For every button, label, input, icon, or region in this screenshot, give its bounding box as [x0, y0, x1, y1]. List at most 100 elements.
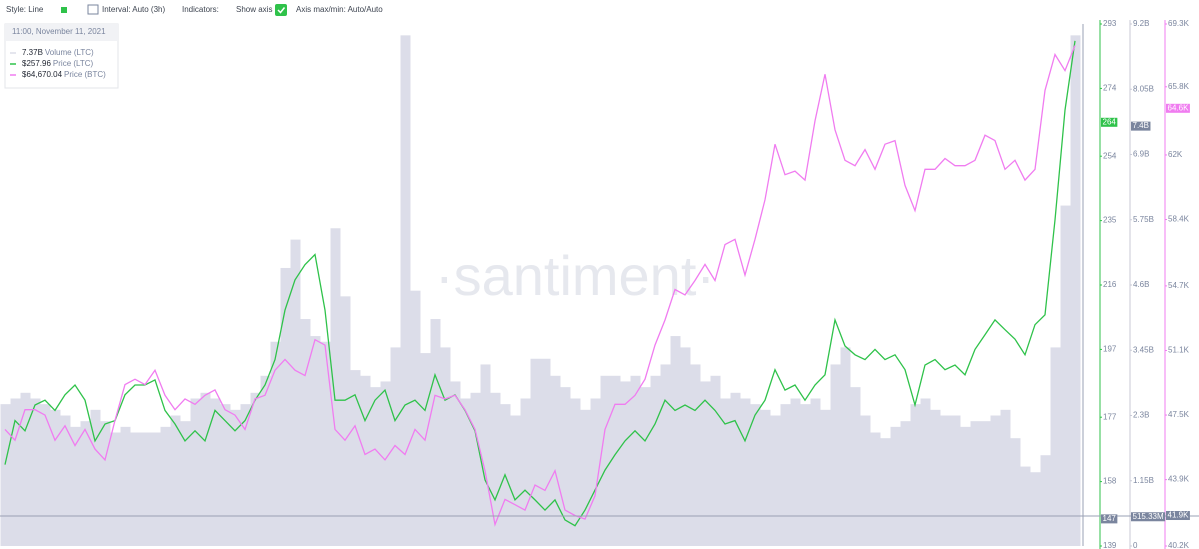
volume-bar	[690, 364, 701, 546]
volume-bar	[190, 398, 201, 546]
volume-bar	[900, 421, 911, 546]
volume-bar	[960, 426, 971, 546]
volume-bar	[100, 421, 111, 546]
value-badge	[1131, 121, 1151, 131]
volume-bar	[810, 398, 821, 546]
volume-bar	[240, 404, 251, 546]
volume-bar	[310, 336, 321, 546]
check-mark	[277, 7, 286, 14]
volume-bar	[950, 415, 961, 546]
volume-bar	[1020, 466, 1031, 546]
volume-bar	[840, 347, 851, 546]
volume-bar	[20, 392, 31, 546]
price-line	[4, 40, 1076, 527]
volume-bar	[150, 432, 161, 546]
volume-bar	[550, 375, 561, 546]
volume-bar	[980, 421, 991, 546]
volume-bar	[640, 387, 651, 546]
tick-label: 235	[1103, 216, 1117, 225]
volume-bar	[220, 404, 231, 546]
tick-label: 3.45B	[1133, 345, 1154, 354]
volume-bar	[60, 415, 71, 546]
tick-label: 6.9B	[1133, 150, 1149, 159]
tick-label: 274	[1103, 84, 1117, 93]
volume-bar	[200, 392, 211, 546]
volume-bar	[420, 353, 431, 546]
tick-label: 43.9K	[1168, 475, 1190, 484]
interval-icon	[87, 4, 99, 15]
volume-bar	[1050, 347, 1061, 546]
value-badge	[1166, 511, 1190, 521]
volume-bar	[120, 426, 131, 546]
tooltip-header	[5, 24, 118, 41]
volume-bar	[0, 404, 11, 546]
volume-bar	[490, 392, 501, 546]
volume-bar	[860, 415, 871, 546]
volume-bar	[570, 398, 581, 546]
volume-bar	[940, 415, 951, 546]
volume-bar	[110, 432, 121, 546]
show-axis-checkbox[interactable]	[275, 4, 287, 16]
color-swatch[interactable]	[61, 7, 67, 13]
tick-label: 65.8K	[1168, 82, 1190, 91]
volume-bar	[580, 409, 591, 546]
volume-bar	[990, 415, 1001, 546]
legend-label: Price (LTC)	[53, 59, 94, 68]
value-badge	[1101, 117, 1118, 127]
style-select[interactable]: Style: Line	[6, 5, 44, 14]
volume-bar	[280, 267, 291, 546]
tick-label: 58.4K	[1168, 215, 1190, 224]
tick-label: 139	[1103, 541, 1117, 549]
volume-bar	[400, 35, 411, 546]
volume-bar	[350, 370, 361, 546]
volume-bar	[880, 438, 891, 546]
volume-bar	[750, 404, 761, 546]
volume-bar	[50, 409, 61, 546]
volume-bar	[440, 347, 451, 546]
volume-bar	[520, 398, 531, 546]
volume-bar	[380, 381, 391, 546]
volume-bar	[600, 375, 611, 546]
tick-label: 40.2K	[1168, 541, 1190, 549]
tick-label: 1.15B	[1133, 476, 1154, 485]
volume-bar	[1030, 472, 1041, 546]
volume-bar	[1000, 409, 1011, 546]
volume-bar	[770, 415, 781, 546]
volume-bar	[80, 421, 91, 546]
volume-bar	[270, 341, 281, 546]
volume-bar	[230, 409, 241, 546]
indicators-button[interactable]: Indicators:	[182, 5, 219, 14]
interval-select[interactable]: Interval: Auto (3h)	[102, 5, 165, 14]
volume-bar	[480, 364, 491, 546]
volume-bar	[360, 375, 371, 546]
volume-bar	[10, 398, 21, 546]
volume-bar	[430, 319, 441, 546]
tick-label: 197	[1103, 345, 1117, 354]
badge-label: 41.9K	[1168, 511, 1190, 520]
volume-bar	[780, 404, 791, 546]
volume-bar	[760, 409, 771, 546]
volume-bar	[680, 347, 691, 546]
volume-bar	[720, 398, 731, 546]
tick-label: 54.7K	[1168, 281, 1190, 290]
tick-label: 47.5K	[1168, 410, 1190, 419]
volume-bar	[920, 398, 931, 546]
axis-minmax-select[interactable]: Axis max/min: Auto/Auto	[296, 5, 383, 14]
volume-bar	[470, 392, 481, 546]
tick-label: 4.6B	[1133, 280, 1149, 289]
volume-bar	[180, 421, 191, 546]
volume-bar	[510, 415, 521, 546]
volume-bar	[830, 364, 841, 546]
volume-bar	[800, 404, 811, 546]
volume-bar	[910, 404, 921, 546]
badge-label: 147	[1103, 514, 1117, 523]
volume-bar	[1070, 35, 1081, 546]
tooltip-time: 11:00, November 11, 2021	[12, 27, 106, 36]
watermark: ·santiment·	[435, 244, 715, 307]
volume-bar	[370, 387, 381, 546]
volume-bar	[820, 409, 831, 546]
volume-bar	[540, 358, 551, 546]
volume-bar	[890, 426, 901, 546]
tick-label: 2.3B	[1133, 411, 1149, 420]
